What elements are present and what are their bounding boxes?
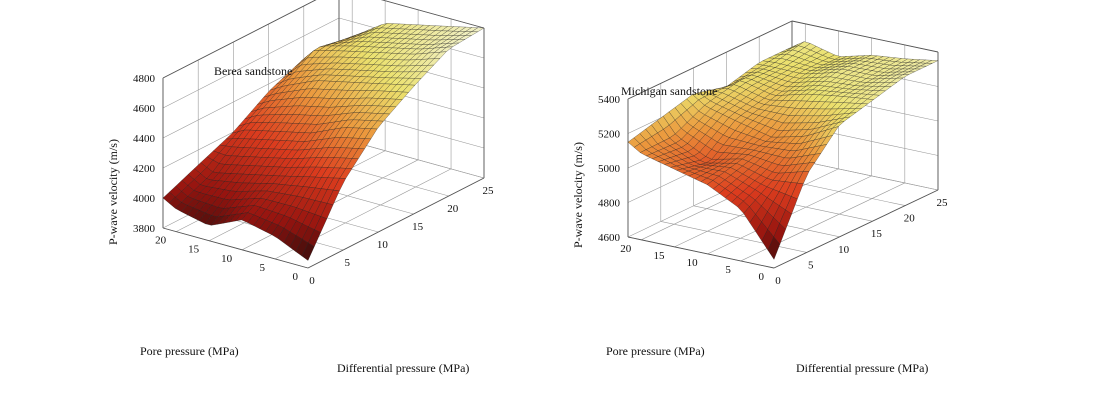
surface-chart-michigan: 4600 4800 5000 5200 5400 0 5 10 15 20 25 0 5 10 15 20 M… xyxy=(571,20,948,375)
z-tick-label: 5200 xyxy=(598,129,621,141)
y-tick-label: 10 xyxy=(687,257,699,269)
x-tick-label: 15 xyxy=(871,228,883,240)
surface-chart-berea: 3800 4000 4200 4400 4600 4800 0 5 10 15 20 25 0 5 10 15… xyxy=(106,0,494,375)
axes-box xyxy=(627,20,939,269)
surface-cell xyxy=(301,242,315,261)
y-tick-label: 20 xyxy=(620,243,632,255)
x-axis-label: Differential pressure (MPa) xyxy=(796,361,928,375)
chart-title: Michigan sandstone xyxy=(621,84,717,98)
y-tick-label: 15 xyxy=(653,250,665,262)
surface-mesh xyxy=(627,41,939,260)
z-tick-label: 4200 xyxy=(133,163,156,175)
x-tick-label: 0 xyxy=(775,275,781,287)
x-tick-label: 5 xyxy=(344,257,350,269)
x-tick-label: 5 xyxy=(808,259,814,271)
x-tick-label: 0 xyxy=(309,275,315,287)
z-axis-label: P-wave velocity (m/s) xyxy=(571,142,585,248)
y-tick-label: 5 xyxy=(260,262,266,274)
x-tick-label: 20 xyxy=(447,203,459,215)
x-tick-label: 20 xyxy=(904,213,916,225)
z-tick-label: 4600 xyxy=(133,103,156,115)
x-tick-label: 25 xyxy=(937,197,949,209)
z-tick-label: 4400 xyxy=(133,133,156,145)
x-tick-label: 25 xyxy=(483,185,495,197)
y-tick-label: 20 xyxy=(155,235,167,247)
tick-labels: 3800 4000 4200 4400 4600 4800 0 5 10 15 20 25 0 5 10 15… xyxy=(133,73,494,287)
y-tick-label: 0 xyxy=(293,271,299,283)
z-tick-label: 4000 xyxy=(133,193,156,205)
y-axis-label: Pore pressure (MPa) xyxy=(606,344,705,358)
x-tick-label: 10 xyxy=(838,244,850,256)
y-axis-label: Pore pressure (MPa) xyxy=(140,344,239,358)
z-axis-label: P-wave velocity (m/s) xyxy=(106,139,120,245)
z-tick-label: 4600 xyxy=(598,232,621,244)
z-tick-label: 4800 xyxy=(133,73,156,85)
surface-mesh xyxy=(162,23,485,261)
x-tick-label: 10 xyxy=(377,239,389,251)
z-tick-label: 3800 xyxy=(133,223,156,235)
x-tick-label: 15 xyxy=(412,221,424,233)
tick-labels: 4600 4800 5000 5200 5400 0 5 10 15 20 25 0 5 10 15 20 xyxy=(598,94,948,287)
surface-cell xyxy=(767,236,781,260)
z-tick-label: 4800 xyxy=(598,198,621,210)
y-tick-label: 10 xyxy=(221,253,233,265)
z-tick-label: 5400 xyxy=(598,94,621,106)
x-axis-label: Differential pressure (MPa) xyxy=(337,361,469,375)
y-tick-label: 15 xyxy=(188,244,200,256)
y-tick-label: 0 xyxy=(759,271,765,283)
chart-title: Berea sandstone xyxy=(214,64,292,78)
y-tick-label: 5 xyxy=(725,264,731,276)
z-tick-label: 5000 xyxy=(598,163,621,175)
